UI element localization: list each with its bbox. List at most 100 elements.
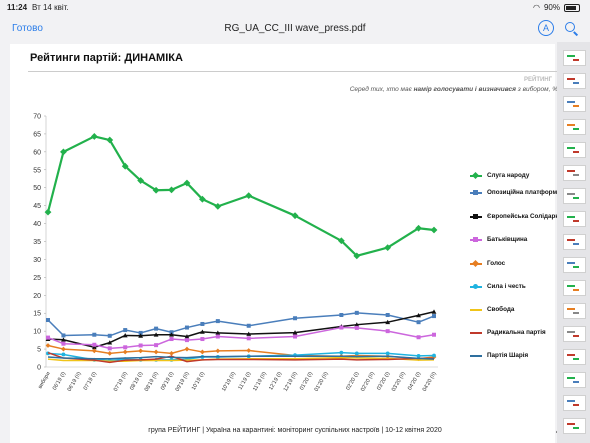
battery-icon <box>564 3 580 12</box>
data-point-marker <box>245 192 253 200</box>
data-point-marker <box>184 325 189 330</box>
legend-marker <box>473 189 478 195</box>
y-tick-label: 55 <box>33 167 41 174</box>
page-thumbnail[interactable] <box>563 303 586 319</box>
x-tick-label: 03'20 (II) <box>391 371 407 393</box>
data-point-marker <box>215 348 221 354</box>
data-point-marker <box>60 148 67 156</box>
data-point-marker <box>169 332 174 337</box>
thumbnail-mark <box>573 220 579 222</box>
thumbnail-mark <box>573 105 579 107</box>
data-point-marker <box>123 345 128 350</box>
page-thumbnail[interactable] <box>563 418 586 434</box>
data-point-marker <box>61 337 66 342</box>
x-tick-label: 12'19 (II) <box>283 371 299 393</box>
data-point-marker <box>44 208 52 216</box>
x-tick-label: 07'19 (II) <box>113 371 129 393</box>
data-point-marker <box>215 330 221 335</box>
data-point-marker <box>291 212 299 220</box>
data-point-marker <box>169 337 174 342</box>
thumbnail-mark <box>573 427 579 429</box>
thumbnail-mark <box>573 197 579 199</box>
legend-marker <box>473 213 478 219</box>
page-thumbnail[interactable] <box>563 349 586 365</box>
markup-icon[interactable]: A <box>538 20 554 36</box>
legend-item: Слуга народу <box>470 171 529 179</box>
data-point-marker <box>168 186 175 194</box>
page-thumbnail[interactable] <box>563 50 586 66</box>
data-point-marker <box>154 326 159 331</box>
page-thumbnail[interactable] <box>563 280 586 296</box>
page-thumbnail[interactable] <box>563 142 586 158</box>
search-icon[interactable] <box>565 22 575 32</box>
data-point-marker <box>200 321 205 326</box>
page-thumbnail[interactable] <box>563 395 586 411</box>
done-button[interactable]: Готово <box>12 23 43 34</box>
wifi-icon: ◠ <box>533 3 540 12</box>
page-thumbnail[interactable] <box>563 211 586 227</box>
x-tick-label: 08'19 (II) <box>144 371 160 393</box>
legend-item: Європейська Солідарність <box>470 213 571 220</box>
data-point-marker <box>138 330 143 335</box>
page-thumbnail[interactable] <box>563 165 586 181</box>
thumbnail-mark <box>567 423 575 425</box>
y-tick-label: 0 <box>37 365 41 372</box>
data-point-marker <box>215 319 220 324</box>
data-point-marker <box>152 186 160 194</box>
data-point-marker <box>184 338 189 343</box>
page-thumbnail[interactable] <box>563 96 586 112</box>
data-point-marker <box>46 335 50 340</box>
legend-label: Європейська Солідарність <box>487 213 572 220</box>
page-thumbnail[interactable] <box>563 257 586 273</box>
data-point-marker <box>122 349 128 355</box>
title-divider <box>28 71 573 72</box>
page-thumbnail[interactable] <box>563 188 586 204</box>
page-thumbnail[interactable] <box>563 234 586 250</box>
x-tick-label: 01'20 (II) <box>314 371 330 393</box>
series-line-4 <box>47 326 435 350</box>
y-tick-label: 45 <box>33 203 41 210</box>
page-thumbnail[interactable] <box>563 372 586 388</box>
data-point-marker <box>385 313 390 318</box>
series-line-9 <box>47 355 435 360</box>
subtitle-bold: намір голосувати і визначився <box>413 86 516 93</box>
legend-marker <box>473 283 478 289</box>
thumbnail-mark <box>573 174 579 176</box>
data-point-marker <box>169 350 174 356</box>
series-line-3 <box>47 311 435 349</box>
document-title: RG_UA_CC_III wave_press.pdf <box>224 23 366 34</box>
legend-item: Голос <box>470 259 505 267</box>
thumbnail-mark <box>567 101 575 103</box>
data-point-marker <box>153 349 159 355</box>
legend-marker <box>473 236 478 242</box>
watermark-logo: РЕЙТИНГ <box>524 77 553 83</box>
data-point-marker <box>339 350 344 355</box>
page-thumbnail[interactable] <box>563 73 586 89</box>
thumbnail-mark <box>567 55 575 57</box>
legend-label: Опозиційна платформа <box>487 189 561 196</box>
data-point-marker <box>353 252 361 260</box>
navigation-bar: Готово RG_UA_CC_III wave_press.pdf A <box>0 14 590 42</box>
status-bar: 11:24 Вт 14 квіт. ◠ 90% <box>0 0 590 14</box>
x-tick-label: 12'19 (I) <box>268 371 283 391</box>
legend-item: Опозиційна платформа <box>470 189 561 196</box>
thumbnail-mark <box>567 377 575 379</box>
data-point-marker <box>123 328 128 333</box>
thumbnail-sidebar[interactable] <box>557 42 590 443</box>
data-point-marker <box>415 224 422 232</box>
page-thumbnail[interactable] <box>563 119 586 135</box>
data-point-marker <box>184 346 190 352</box>
page-thumbnail[interactable] <box>563 326 586 342</box>
thumbnail-mark <box>573 381 579 383</box>
pdf-page <box>10 44 555 443</box>
legend-item: Свобода <box>470 306 514 313</box>
data-point-marker <box>183 179 191 187</box>
legend-marker <box>471 171 480 179</box>
data-point-marker <box>339 313 344 318</box>
thumbnail-mark <box>567 331 575 333</box>
thumbnail-mark <box>573 335 579 337</box>
thumbnail-mark <box>567 193 575 195</box>
data-point-marker <box>92 332 97 337</box>
thumbnail-mark <box>573 243 579 245</box>
thumbnail-mark <box>567 308 575 310</box>
